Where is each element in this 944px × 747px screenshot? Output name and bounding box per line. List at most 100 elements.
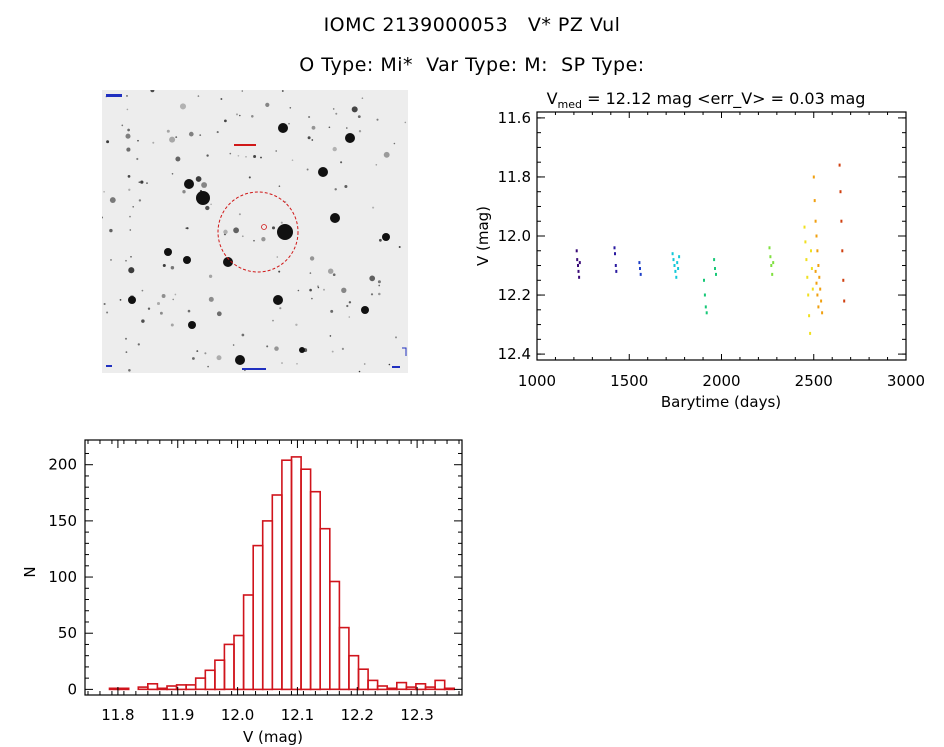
lightcurve-point	[715, 272, 717, 276]
star	[311, 297, 313, 300]
histogram-bar	[405, 686, 417, 691]
star	[248, 176, 251, 179]
star	[216, 131, 219, 134]
lightcurve-point	[639, 272, 642, 276]
star	[136, 157, 139, 161]
star	[281, 362, 283, 364]
star	[207, 365, 209, 368]
star	[106, 311, 109, 314]
bright-star	[345, 133, 355, 143]
star	[358, 370, 361, 373]
star	[220, 98, 223, 100]
star	[335, 112, 338, 115]
lightcurve-point	[613, 246, 616, 250]
star	[206, 154, 209, 157]
histogram-bar	[348, 654, 360, 691]
star	[197, 95, 200, 97]
star	[348, 301, 352, 304]
corner-label-mark	[106, 94, 122, 97]
lightcurve-point	[678, 255, 681, 259]
bright-star	[128, 296, 136, 304]
star	[281, 90, 284, 92]
bright-star	[330, 213, 340, 223]
star	[182, 190, 186, 194]
star	[375, 164, 378, 166]
lightcurve-ylabel: V (mag)	[474, 206, 492, 266]
histogram-bar	[424, 686, 436, 691]
lightcurve-point	[842, 278, 845, 282]
lightcurve-point	[714, 267, 716, 270]
histogram-bar	[214, 659, 226, 691]
star	[358, 130, 362, 133]
lightcurve-point	[578, 261, 581, 265]
lightcurve-xtick-label: 2000	[702, 372, 740, 390]
star	[138, 199, 142, 202]
star	[195, 176, 202, 182]
star	[370, 293, 374, 296]
star	[103, 302, 106, 306]
star	[127, 175, 131, 178]
lightcurve-point	[816, 293, 819, 297]
histogram-bar	[185, 684, 197, 691]
star	[196, 350, 199, 353]
histogram-bar	[137, 686, 149, 691]
histogram-bar	[261, 520, 274, 691]
star	[205, 205, 210, 211]
star	[235, 113, 239, 116]
lightcurve-point	[807, 293, 810, 297]
star	[124, 337, 128, 340]
histogram-bar	[271, 494, 283, 691]
histogram-bar	[328, 580, 341, 691]
star	[329, 335, 332, 337]
star	[307, 136, 311, 140]
star	[241, 90, 244, 92]
star	[159, 311, 163, 315]
histogram-bar	[166, 685, 178, 691]
corner-label-mark	[242, 368, 266, 370]
star	[156, 301, 161, 306]
lightcurve-points	[575, 163, 846, 335]
star	[398, 246, 401, 248]
bright-star	[183, 256, 191, 264]
star	[328, 126, 331, 129]
star	[341, 287, 347, 293]
star	[272, 319, 274, 322]
star	[377, 280, 381, 284]
bright-star	[361, 306, 369, 314]
star	[309, 256, 315, 261]
star	[261, 237, 266, 242]
lightcurve-xtick-label: 1500	[610, 372, 648, 390]
histogram-xtick-label: 11.8	[101, 706, 134, 724]
star	[265, 102, 270, 107]
star	[121, 124, 124, 127]
star	[126, 147, 131, 152]
lightcurve-point	[808, 314, 811, 318]
lightcurve-point	[817, 305, 820, 309]
lightcurve-point	[768, 246, 771, 250]
star	[348, 316, 351, 318]
star	[137, 343, 140, 346]
star	[199, 134, 202, 136]
star	[129, 229, 132, 231]
star	[216, 355, 222, 361]
lightcurve-point	[820, 299, 823, 303]
star	[289, 107, 292, 109]
star	[179, 103, 187, 110]
star	[275, 150, 278, 152]
lightcurve-ytick-label: 12.2	[498, 286, 531, 304]
histogram-ytick-label: 150	[48, 512, 77, 530]
star	[332, 146, 337, 152]
star	[229, 152, 232, 155]
lightcurve-point	[841, 249, 844, 253]
star	[103, 190, 105, 193]
star	[334, 188, 337, 191]
lightcurve-ytick-label: 12.4	[498, 345, 531, 363]
star	[383, 151, 390, 158]
star	[138, 181, 141, 183]
lightcurve-point	[672, 258, 675, 262]
histogram-bar	[300, 468, 312, 691]
star	[357, 115, 361, 119]
lightcurve-point	[815, 234, 818, 238]
star	[331, 350, 334, 353]
star	[395, 336, 397, 339]
